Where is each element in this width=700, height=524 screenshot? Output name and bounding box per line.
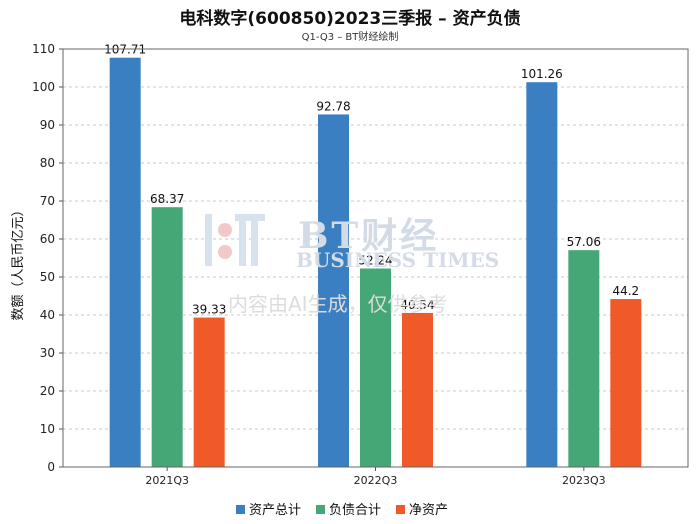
legend-swatch bbox=[316, 505, 325, 514]
bar-2021Q3-2 bbox=[193, 317, 225, 467]
x-tick-label: 2023Q3 bbox=[562, 474, 606, 487]
data-labels: 107.71 68.37 39.33 92.78 52.24 40.54 101.26 57.… bbox=[104, 43, 639, 317]
bar-2022Q3-0 bbox=[318, 114, 349, 467]
plot-border bbox=[62, 48, 689, 468]
watermark-logo-icon bbox=[205, 214, 265, 266]
legend-swatch bbox=[396, 505, 405, 514]
legend: 资产总计 负债合计 净资产 bbox=[236, 503, 448, 518]
bar-2023Q3-1 bbox=[568, 250, 600, 467]
watermark-disclaimer: 内容由AI生成，仅供参考 bbox=[228, 292, 448, 316]
legend-item: 资产总计 bbox=[236, 503, 301, 518]
data-label: 57.06 bbox=[567, 235, 601, 249]
y-tick-label: 110 bbox=[32, 42, 55, 56]
y-tick-label: 70 bbox=[40, 194, 55, 208]
y-tick-label: 50 bbox=[40, 270, 55, 284]
x-tick-label: 2022Q3 bbox=[354, 474, 398, 487]
bar-2023Q3-0 bbox=[526, 82, 558, 467]
bar-series bbox=[109, 57, 642, 468]
bar-2021Q3-1 bbox=[151, 207, 183, 467]
y-tick-label: 30 bbox=[40, 346, 55, 360]
bar-2022Q3-2 bbox=[402, 312, 433, 467]
y-tick-label: 80 bbox=[40, 156, 55, 170]
bar-2021Q3-0 bbox=[109, 57, 141, 468]
data-label: 44.2 bbox=[612, 284, 639, 298]
legend-item: 净资产 bbox=[396, 503, 448, 518]
y-axis-label: 数额（人民币亿元） bbox=[11, 203, 26, 320]
data-label: 68.37 bbox=[150, 192, 184, 206]
legend-swatch bbox=[236, 505, 245, 514]
legend-label: 负债合计 bbox=[329, 503, 381, 518]
y-tick-label: 100 bbox=[32, 80, 55, 94]
data-label: 92.78 bbox=[316, 99, 350, 113]
data-label: 107.71 bbox=[104, 43, 146, 57]
data-label: 40.54 bbox=[400, 298, 434, 312]
data-label: 39.33 bbox=[192, 303, 226, 317]
x-axis-ticks: 2021Q3 2022Q3 2023Q3 bbox=[145, 467, 606, 487]
bar-2022Q3-1 bbox=[360, 268, 391, 467]
y-tick-label: 40 bbox=[40, 308, 55, 322]
legend-label: 资产总计 bbox=[249, 503, 301, 518]
y-tick-label: 60 bbox=[40, 232, 55, 246]
y-tick-label: 10 bbox=[40, 422, 55, 436]
y-tick-label: 0 bbox=[47, 460, 55, 474]
y-tick-label: 20 bbox=[40, 384, 55, 398]
watermark-brand-en: BUSINESS TIMES bbox=[296, 248, 500, 272]
legend-label: 净资产 bbox=[409, 503, 448, 518]
chart-title: 电科数字(600850)2023三季报 – 资产负债 bbox=[179, 9, 521, 29]
x-tick-label: 2021Q3 bbox=[145, 474, 189, 487]
data-label: 101.26 bbox=[521, 67, 563, 81]
chart-subtitle: Q1-Q3 – BT财经绘制 bbox=[301, 32, 399, 43]
legend-item: 负债合计 bbox=[316, 503, 381, 518]
watermark-brand: BT财经 bbox=[298, 215, 440, 257]
y-tick-label: 90 bbox=[40, 118, 55, 132]
plot-frame bbox=[62, 48, 689, 468]
data-label: 52.24 bbox=[358, 253, 392, 267]
bar-2023Q3-2 bbox=[610, 299, 642, 467]
y-axis-ticks: 0 10 20 30 40 50 60 70 80 90 100 110 bbox=[32, 42, 63, 474]
